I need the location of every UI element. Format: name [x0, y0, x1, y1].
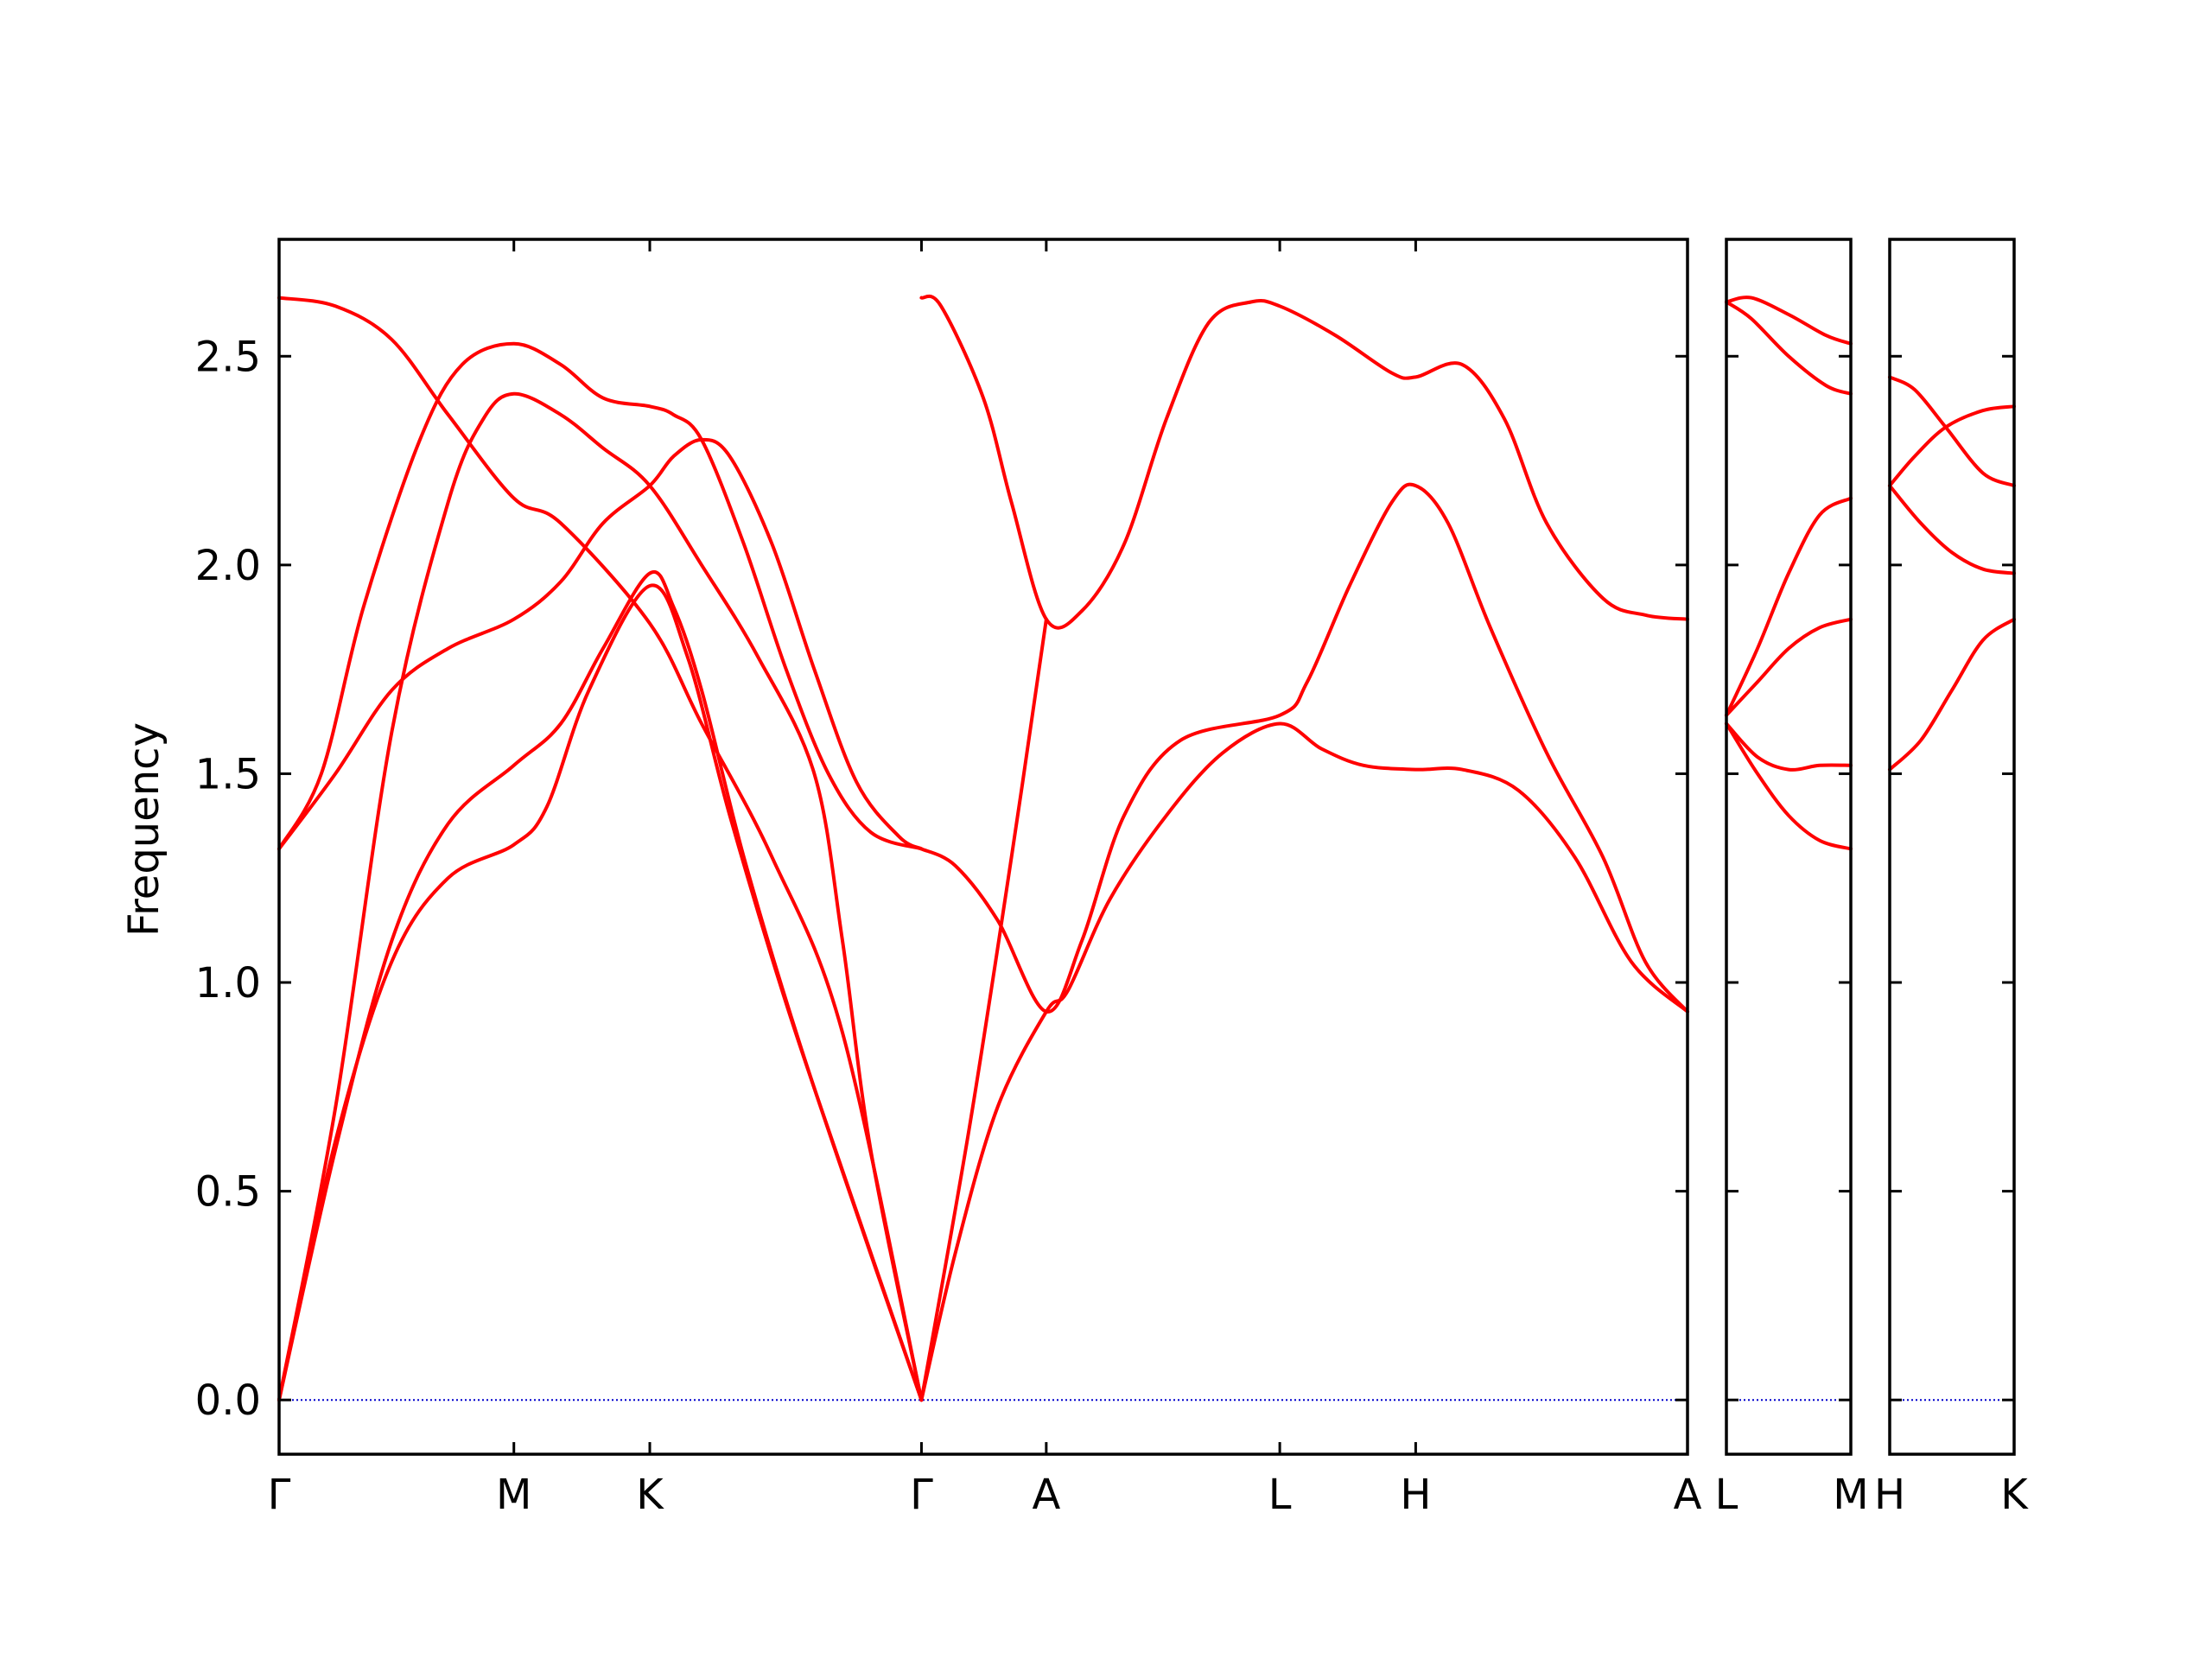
band-line-2-1: [1725, 296, 1853, 346]
band-line-1-10: [919, 617, 1048, 1402]
x-tick-label: Γ: [910, 1471, 933, 1519]
panel-frame: [1888, 238, 2016, 1456]
band-line-1-6: [277, 583, 924, 1402]
band-line-3-1: [1888, 375, 2016, 488]
band-line-1-7: [919, 294, 1689, 630]
x-tick-label: L: [1268, 1471, 1292, 1519]
panel-frame: [1725, 238, 1853, 1456]
band-line-1-1: [277, 296, 924, 1402]
x-tick-label: A: [1674, 1471, 1702, 1519]
y-tick-label: 1.0: [195, 959, 261, 1007]
band-line-3-3: [1888, 484, 2016, 575]
band-line-2-3: [1725, 496, 1853, 717]
panel-frame: [277, 238, 1689, 1456]
y-tick-label: 0.0: [195, 1376, 261, 1425]
band-line-3-2: [1888, 404, 2016, 488]
x-tick-label: M: [1833, 1471, 1868, 1519]
x-tick-label: H: [1874, 1471, 1905, 1519]
band-line-2-2: [1725, 300, 1853, 396]
y-tick-label: 1.5: [195, 750, 261, 798]
x-tick-label: L: [1715, 1471, 1738, 1519]
y-tick-label: 2.0: [195, 542, 261, 590]
band-line-2-6: [1725, 721, 1853, 851]
band-line-1-9: [919, 482, 1689, 1014]
y-tick-label: 2.5: [195, 333, 261, 381]
x-tick-label: K: [2000, 1471, 2029, 1519]
x-tick-label: Γ: [268, 1471, 291, 1519]
band-line-1-2: [277, 341, 924, 851]
x-tick-label: M: [496, 1471, 531, 1519]
x-tick-label: K: [636, 1471, 664, 1519]
band-line-2-5: [1725, 721, 1853, 772]
band-line-1-8: [919, 721, 1689, 1402]
band-line-1-4: [277, 391, 924, 1402]
y-tick-label: 0.5: [195, 1168, 261, 1217]
x-tick-label: H: [1400, 1471, 1431, 1519]
x-tick-label: A: [1032, 1471, 1060, 1519]
y-axis-label: Frequency: [120, 722, 168, 937]
band-line-2-4: [1725, 617, 1853, 717]
band-line-1-3: [277, 437, 924, 851]
band-line-3-4: [1888, 617, 2016, 772]
